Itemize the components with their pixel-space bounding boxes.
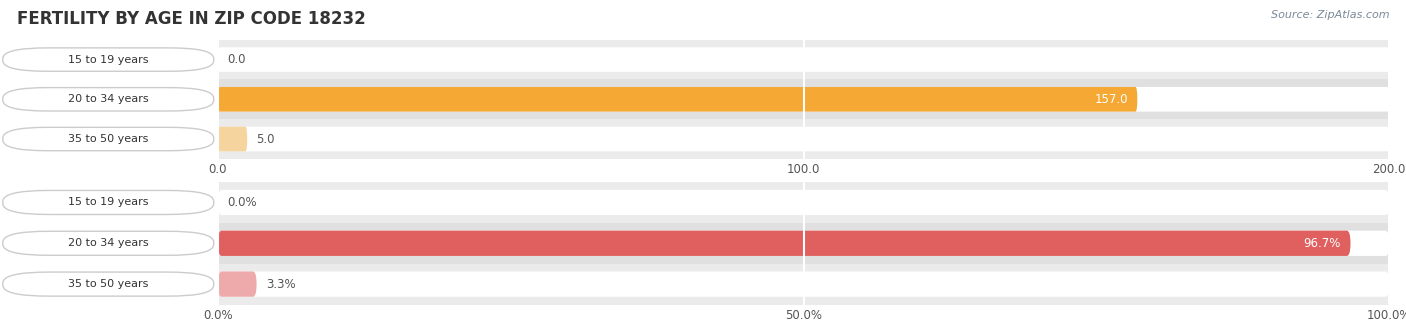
FancyBboxPatch shape <box>218 190 1389 215</box>
FancyBboxPatch shape <box>218 231 1351 256</box>
Text: 96.7%: 96.7% <box>1303 237 1341 250</box>
Text: Source: ZipAtlas.com: Source: ZipAtlas.com <box>1271 10 1389 20</box>
FancyBboxPatch shape <box>218 47 1389 72</box>
FancyBboxPatch shape <box>218 79 1389 119</box>
Text: 0.0: 0.0 <box>228 53 246 66</box>
Text: 20 to 34 years: 20 to 34 years <box>67 94 149 104</box>
FancyBboxPatch shape <box>218 127 247 151</box>
Text: 15 to 19 years: 15 to 19 years <box>67 55 149 65</box>
FancyBboxPatch shape <box>218 271 256 297</box>
Text: 5.0: 5.0 <box>256 132 276 146</box>
FancyBboxPatch shape <box>218 182 1389 223</box>
FancyBboxPatch shape <box>218 264 1389 305</box>
FancyBboxPatch shape <box>218 87 1137 112</box>
Text: 157.0: 157.0 <box>1094 93 1128 106</box>
Text: 3.3%: 3.3% <box>266 278 295 291</box>
FancyBboxPatch shape <box>218 271 1389 297</box>
Text: 35 to 50 years: 35 to 50 years <box>67 279 149 289</box>
FancyBboxPatch shape <box>218 40 1389 79</box>
Text: FERTILITY BY AGE IN ZIP CODE 18232: FERTILITY BY AGE IN ZIP CODE 18232 <box>17 10 366 28</box>
FancyBboxPatch shape <box>218 119 1389 159</box>
FancyBboxPatch shape <box>218 87 1389 112</box>
FancyBboxPatch shape <box>218 223 1389 264</box>
FancyBboxPatch shape <box>218 127 1389 151</box>
FancyBboxPatch shape <box>218 231 1389 256</box>
Text: 20 to 34 years: 20 to 34 years <box>67 238 149 248</box>
Text: 15 to 19 years: 15 to 19 years <box>67 198 149 208</box>
Text: 0.0%: 0.0% <box>228 196 257 209</box>
Text: 35 to 50 years: 35 to 50 years <box>67 134 149 144</box>
